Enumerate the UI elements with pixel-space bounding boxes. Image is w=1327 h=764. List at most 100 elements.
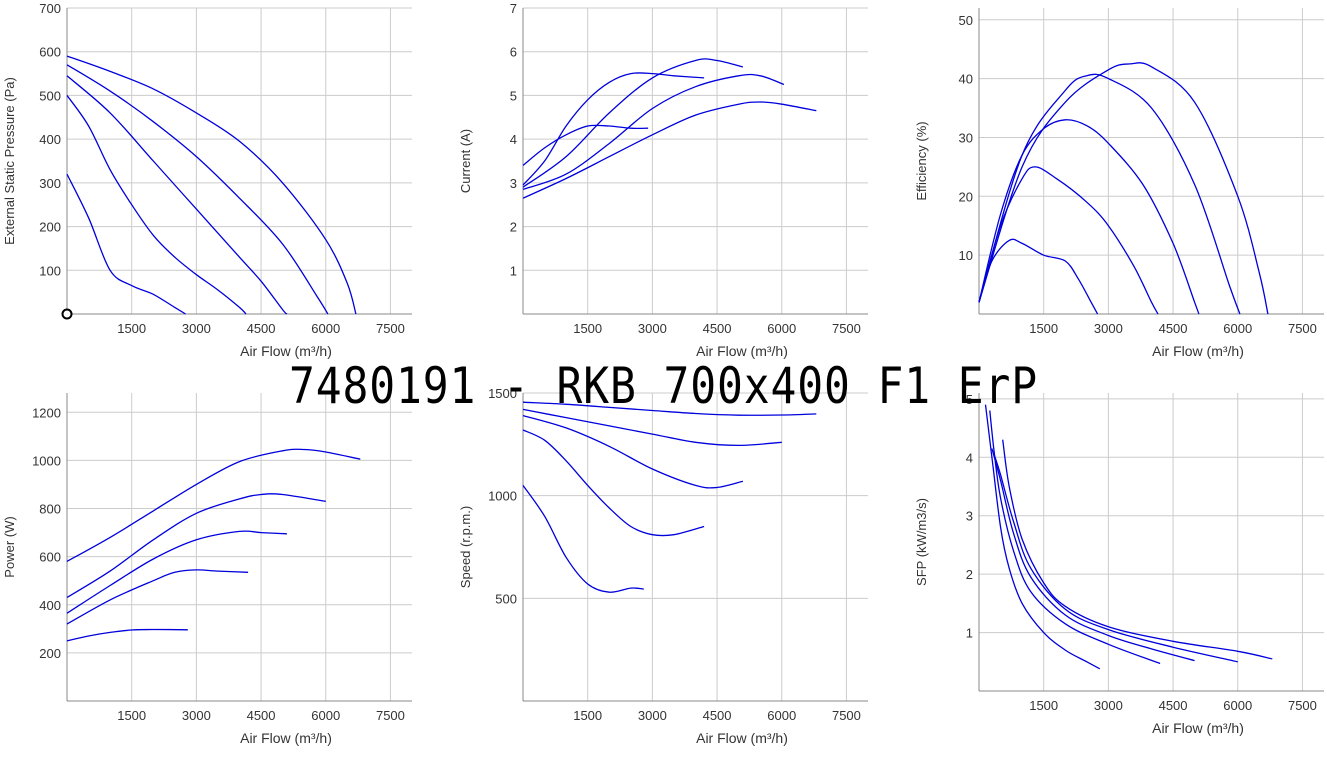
x-tick-label: 3000	[182, 321, 211, 336]
origin-marker	[61, 308, 73, 320]
y-tick-label: 700	[39, 1, 61, 16]
chart-sfp: 1500 3000 4500 6000 7500 1 2 3 4 5 Air Flow (m³/h)…	[914, 392, 1324, 736]
series-line-2	[66, 95, 247, 315]
series-line-5	[1002, 439, 1273, 660]
series-line-1	[66, 173, 186, 315]
x-tick-label: 4500	[247, 321, 276, 336]
series-line-4	[993, 454, 1238, 663]
x-tick-label: 1500	[1029, 698, 1058, 713]
series-line-5	[522, 101, 817, 199]
y-tick-label: 3	[966, 509, 973, 524]
y-tick-label: 5	[510, 88, 517, 103]
y-tick-label: 300	[39, 176, 61, 191]
x-axis-label: Air Flow (m³/h)	[1152, 343, 1244, 359]
x-tick-label: 7500	[832, 708, 861, 723]
y-tick-label: 2	[510, 220, 517, 235]
x-tick-label: 3000	[638, 708, 667, 723]
chart-power: 1500 3000 4500 6000 7500 200 400 600 800 1000 1200…	[2, 393, 412, 746]
series-line-3	[66, 75, 288, 315]
x-tick-label: 7500	[1288, 321, 1317, 336]
y-tick-label: 1000	[32, 453, 61, 468]
y-tick-label: 400	[39, 132, 61, 147]
y-tick-label: 4	[966, 450, 973, 465]
series-line-2	[522, 72, 705, 186]
x-tick-label: 7500	[832, 321, 861, 336]
x-tick-label: 4500	[703, 321, 732, 336]
x-tick-label: 3000	[1094, 321, 1123, 336]
y-tick-label: 4	[510, 132, 517, 147]
y-tick-label: 50	[959, 13, 973, 28]
x-axis-label: Air Flow (m³/h)	[1152, 720, 1244, 736]
x-tick-label: 3000	[182, 708, 211, 723]
x-tick-label: 6000	[1223, 698, 1252, 713]
y-tick-label: 500	[495, 591, 517, 606]
y-tick-label: 200	[39, 646, 61, 661]
series-line-3	[978, 119, 1200, 315]
x-tick-label: 4500	[247, 708, 276, 723]
series-line-5	[522, 401, 817, 416]
chart-pressure: 1500 3000 4500 6000 7500 100 200 300 400 500 600 70…	[2, 1, 412, 359]
y-tick-label: 40	[959, 72, 973, 87]
y-tick-label: 500	[39, 88, 61, 103]
series-line-3	[522, 414, 744, 489]
series-line-5	[978, 62, 1269, 315]
y-axis-label: Current (A)	[458, 129, 473, 193]
series-line-3	[991, 448, 1195, 662]
y-tick-label: 1	[966, 626, 973, 641]
x-tick-label: 3000	[1094, 698, 1123, 713]
x-tick-label: 6000	[767, 321, 796, 336]
series-line-1	[66, 628, 188, 642]
series-line-4	[978, 73, 1241, 315]
chart-efficiency: 1500 3000 4500 6000 7500 10 20 30 40 50 Air Flow (…	[914, 8, 1324, 359]
x-axis-label: Air Flow (m³/h)	[696, 343, 788, 359]
series-line-2	[522, 429, 705, 537]
y-tick-label: 200	[39, 220, 61, 235]
x-tick-label: 6000	[311, 321, 340, 336]
x-axis-label: Air Flow (m³/h)	[696, 730, 788, 746]
x-tick-label: 3000	[638, 321, 667, 336]
x-tick-label: 6000	[767, 708, 796, 723]
x-tick-label: 1500	[573, 708, 602, 723]
y-tick-label: 800	[39, 502, 61, 517]
y-axis-label: Efficiency (%)	[914, 121, 929, 200]
x-tick-label: 4500	[1159, 321, 1188, 336]
y-tick-label: 2	[966, 567, 973, 582]
series-line-4	[522, 73, 785, 191]
y-axis-label: Power (W)	[2, 516, 17, 577]
series-line-2	[66, 569, 249, 625]
y-tick-label: 600	[39, 45, 61, 60]
product-title: 7480191 - RKB 700x400 F1 ErP	[289, 357, 1038, 415]
series-line-3	[66, 530, 287, 614]
x-tick-label: 7500	[376, 708, 405, 723]
x-tick-label: 4500	[703, 708, 732, 723]
y-tick-label: 600	[39, 550, 61, 565]
y-tick-label: 6	[510, 45, 517, 60]
y-tick-label: 10	[959, 248, 973, 263]
y-tick-label: 400	[39, 598, 61, 613]
y-axis-label: Speed (r.p.m.)	[458, 506, 473, 588]
y-axis-label: SFP (kW/m3/s)	[914, 498, 929, 586]
y-tick-label: 1200	[32, 405, 61, 420]
y-tick-label: 3	[510, 176, 517, 191]
x-tick-label: 7500	[1288, 698, 1317, 713]
x-axis-label: Air Flow (m³/h)	[240, 730, 332, 746]
series-line-3	[522, 58, 744, 188]
x-tick-label: 1500	[573, 321, 602, 336]
y-tick-label: 5	[966, 392, 973, 407]
y-tick-label: 1	[510, 263, 517, 278]
series-line-4	[522, 408, 782, 447]
x-tick-label: 1500	[117, 708, 146, 723]
series-line-1	[978, 238, 1099, 315]
x-axis-label: Air Flow (m³/h)	[240, 343, 332, 359]
y-tick-label: 30	[959, 130, 973, 145]
x-tick-label: 6000	[1223, 321, 1252, 336]
series-line-5	[66, 55, 357, 315]
y-tick-label: 7	[510, 1, 517, 16]
x-tick-label: 1500	[1029, 321, 1058, 336]
series-line-1	[522, 124, 649, 166]
chart-speed: 1500 3000 4500 6000 7500 500 1000 1500 Air Flow …	[458, 386, 868, 746]
chart-current: 1500 3000 4500 6000 7500 1 2 3 4 5 6 7 Air Flow (m³/…	[458, 1, 868, 359]
series-line-4	[66, 493, 326, 599]
